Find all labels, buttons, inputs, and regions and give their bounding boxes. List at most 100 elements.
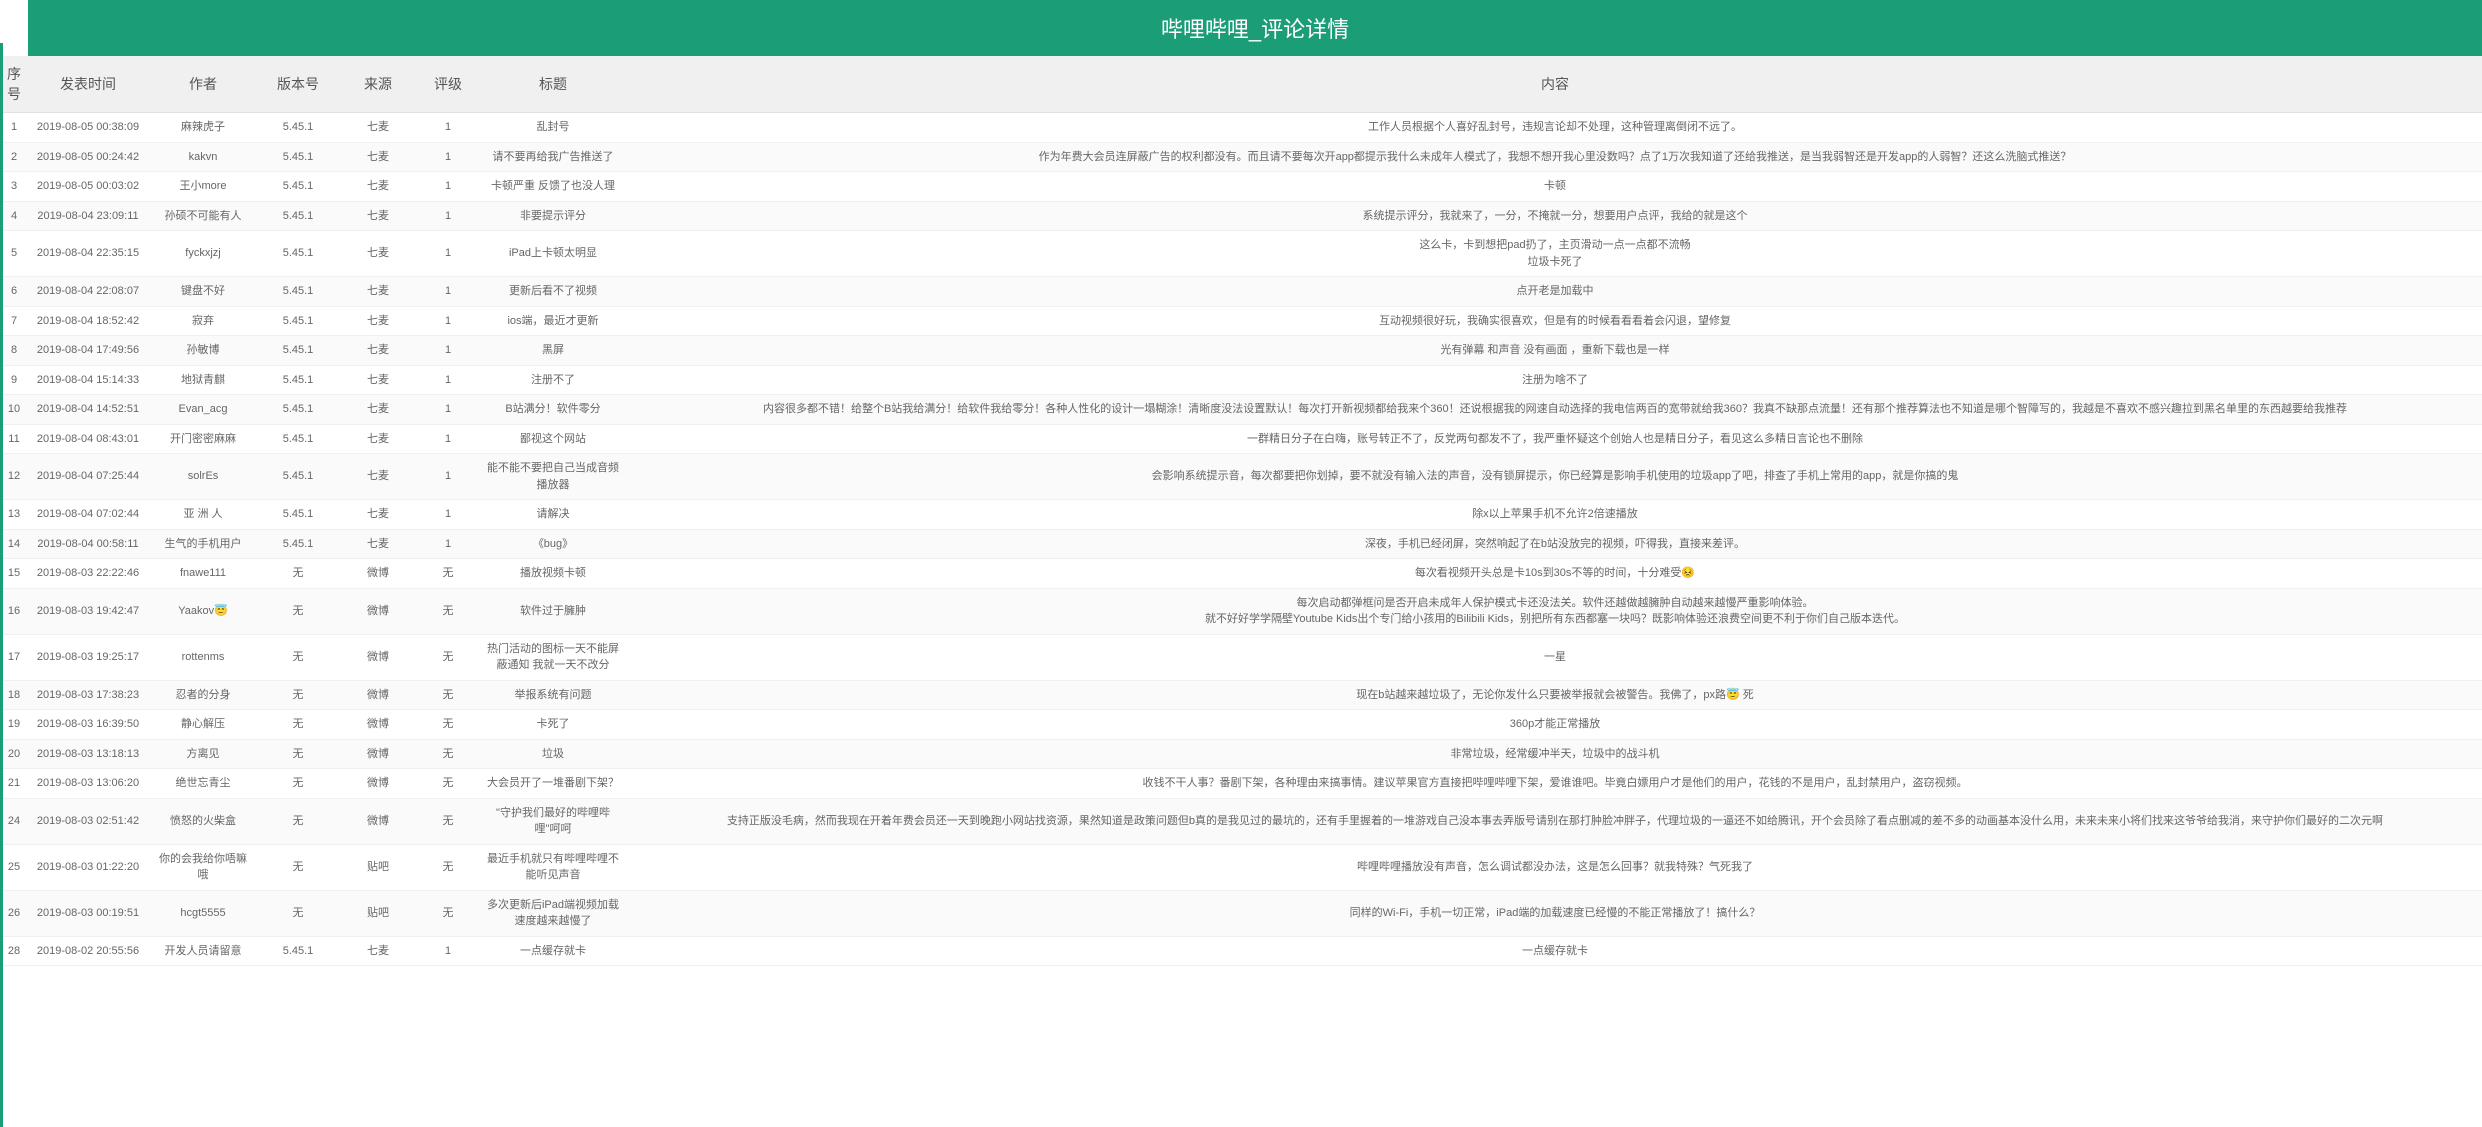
table-row: 52019-08-04 22:35:15fyckxjzj5.45.1七麦1iPa… bbox=[0, 231, 2482, 277]
cell-time: 2019-08-04 17:49:56 bbox=[28, 336, 148, 366]
cell-title: 垃圾 bbox=[478, 739, 628, 769]
table-row: 62019-08-04 22:08:07键盘不好5.45.1七麦1更新后看不了视… bbox=[0, 277, 2482, 307]
cell-author: 绝世忘青尘 bbox=[148, 769, 258, 799]
cell-idx: 18 bbox=[0, 680, 28, 710]
cell-version: 无 bbox=[258, 739, 338, 769]
cell-rating: 无 bbox=[418, 844, 478, 890]
cell-idx: 28 bbox=[0, 936, 28, 966]
cell-title: 大会员开了一堆番剧下架？ bbox=[478, 769, 628, 799]
cell-version: 5.45.1 bbox=[258, 306, 338, 336]
cell-content: 360p才能正常播放 bbox=[628, 710, 2482, 740]
cell-rating: 1 bbox=[418, 201, 478, 231]
cell-rating: 1 bbox=[418, 306, 478, 336]
cell-title: 更新后看不了视频 bbox=[478, 277, 628, 307]
cell-idx: 26 bbox=[0, 890, 28, 936]
cell-version: 5.45.1 bbox=[258, 936, 338, 966]
cell-rating: 1 bbox=[418, 529, 478, 559]
cell-version: 无 bbox=[258, 798, 338, 844]
cell-version: 无 bbox=[258, 559, 338, 589]
cell-source: 七麦 bbox=[338, 424, 418, 454]
cell-author: 开发人员请留意 bbox=[148, 936, 258, 966]
col-header-rating: 评级 bbox=[418, 56, 478, 113]
cell-author: 愤怒的火柴盒 bbox=[148, 798, 258, 844]
cell-time: 2019-08-03 16:39:50 bbox=[28, 710, 148, 740]
cell-idx: 8 bbox=[0, 336, 28, 366]
cell-source: 微博 bbox=[338, 798, 418, 844]
table-row: 212019-08-03 13:06:20绝世忘青尘无微博无大会员开了一堆番剧下… bbox=[0, 769, 2482, 799]
cell-idx: 12 bbox=[0, 454, 28, 500]
cell-content: 一群精日分子在白嗨，账号转正不了，反党两句都发不了，我严重怀疑这个创始人也是精日… bbox=[628, 424, 2482, 454]
cell-title: iPad上卡顿太明显 bbox=[478, 231, 628, 277]
col-header-source: 来源 bbox=[338, 56, 418, 113]
cell-idx: 20 bbox=[0, 739, 28, 769]
cell-source: 七麦 bbox=[338, 201, 418, 231]
reviews-table: 序号 发表时间 作者 版本号 来源 评级 标题 内容 12019-08-05 0… bbox=[0, 56, 2482, 966]
cell-content: 互动视频很好玩，我确实很喜欢，但是有的时候看看看着会闪退，望修复 bbox=[628, 306, 2482, 336]
table-row: 122019-08-04 07:25:44solrEs5.45.1七麦1能不能不… bbox=[0, 454, 2482, 500]
cell-author: 忍者的分身 bbox=[148, 680, 258, 710]
cell-rating: 1 bbox=[418, 454, 478, 500]
page-title: 哔哩哔哩_评论详情 bbox=[28, 0, 2482, 56]
cell-time: 2019-08-02 20:55:56 bbox=[28, 936, 148, 966]
cell-content: 内容很多都不错！给整个B站我给满分！给软件我给零分！各种人性化的设计一塌糊涂！清… bbox=[628, 395, 2482, 425]
table-row: 282019-08-02 20:55:56开发人员请留意5.45.1七麦1 一点缓… bbox=[0, 936, 2482, 966]
cell-author: Evan_acg bbox=[148, 395, 258, 425]
cell-version: 5.45.1 bbox=[258, 277, 338, 307]
left-accent-bar bbox=[0, 43, 3, 1127]
cell-author: 麻辣虎子 bbox=[148, 113, 258, 143]
cell-version: 5.45.1 bbox=[258, 365, 338, 395]
cell-idx: 10 bbox=[0, 395, 28, 425]
cell-rating: 1 bbox=[418, 365, 478, 395]
cell-title: 热门活动的图标一天不能屏蔽通知 我就一天不改分 bbox=[478, 634, 628, 680]
cell-rating: 无 bbox=[418, 559, 478, 589]
cell-author: 方离见 bbox=[148, 739, 258, 769]
table-row: 82019-08-04 17:49:56孙敏博5.45.1七麦1黑屏光有弹幕 和… bbox=[0, 336, 2482, 366]
cell-source: 七麦 bbox=[338, 936, 418, 966]
col-header-idx: 序号 bbox=[0, 56, 28, 113]
cell-idx: 9 bbox=[0, 365, 28, 395]
cell-title: 请不要再给我广告推送了 bbox=[478, 142, 628, 172]
cell-rating: 1 bbox=[418, 336, 478, 366]
cell-content: 除x以上苹果手机不允许2倍速播放 bbox=[628, 500, 2482, 530]
cell-author: 孙硕不可能有人 bbox=[148, 201, 258, 231]
cell-content: 注册为啥不了 bbox=[628, 365, 2482, 395]
cell-content: 会影响系统提示音，每次都要把你划掉，要不就没有输入法的声音，没有锁屏提示，你已经… bbox=[628, 454, 2482, 500]
col-header-author: 作者 bbox=[148, 56, 258, 113]
cell-source: 微博 bbox=[338, 559, 418, 589]
cell-title: 非要提示评分 bbox=[478, 201, 628, 231]
cell-source: 七麦 bbox=[338, 454, 418, 500]
cell-content: 每次看视频开头总是卡10s到30s不等的时间，十分难受😣 bbox=[628, 559, 2482, 589]
cell-version: 无 bbox=[258, 769, 338, 799]
col-header-content: 内容 bbox=[628, 56, 2482, 113]
cell-idx: 16 bbox=[0, 588, 28, 634]
cell-author: 寂弃 bbox=[148, 306, 258, 336]
cell-author: rottenms bbox=[148, 634, 258, 680]
cell-idx: 4 bbox=[0, 201, 28, 231]
table-row: 182019-08-03 17:38:23忍者的分身无微博无举报系统有问题现在b… bbox=[0, 680, 2482, 710]
cell-content: 哔哩哔哩播放没有声音，怎么调试都没办法，这是怎么回事？就我特殊？气死我了 bbox=[628, 844, 2482, 890]
table-row: 172019-08-03 19:25:17rottenms无微博无热门活动的图标… bbox=[0, 634, 2482, 680]
cell-idx: 1 bbox=[0, 113, 28, 143]
cell-source: 七麦 bbox=[338, 395, 418, 425]
cell-rating: 1 bbox=[418, 936, 478, 966]
cell-title: 鄙视这个网站 bbox=[478, 424, 628, 454]
cell-time: 2019-08-03 17:38:23 bbox=[28, 680, 148, 710]
cell-content: 同样的Wi-Fi，手机一切正常，iPad端的加载速度已经慢的不能正常播放了！搞什… bbox=[628, 890, 2482, 936]
cell-title: 乱封号 bbox=[478, 113, 628, 143]
cell-content: 一点缓存就卡 bbox=[628, 936, 2482, 966]
cell-title: 播放视频卡顿 bbox=[478, 559, 628, 589]
cell-time: 2019-08-04 00:58:11 bbox=[28, 529, 148, 559]
cell-time: 2019-08-04 08:43:01 bbox=[28, 424, 148, 454]
cell-source: 七麦 bbox=[338, 277, 418, 307]
table-row: 102019-08-04 14:52:51Evan_acg5.45.1七麦1B站… bbox=[0, 395, 2482, 425]
cell-version: 无 bbox=[258, 890, 338, 936]
cell-time: 2019-08-04 18:52:42 bbox=[28, 306, 148, 336]
cell-rating: 无 bbox=[418, 798, 478, 844]
cell-content: 收钱不干人事？番剧下架，各种理由来搞事情。建议苹果官方直接把哔哩哔哩下架，爱谁谁… bbox=[628, 769, 2482, 799]
cell-idx: 15 bbox=[0, 559, 28, 589]
cell-title: 举报系统有问题 bbox=[478, 680, 628, 710]
cell-idx: 2 bbox=[0, 142, 28, 172]
cell-title: 软件过于臃肿 bbox=[478, 588, 628, 634]
col-header-title: 标题 bbox=[478, 56, 628, 113]
cell-version: 5.45.1 bbox=[258, 454, 338, 500]
